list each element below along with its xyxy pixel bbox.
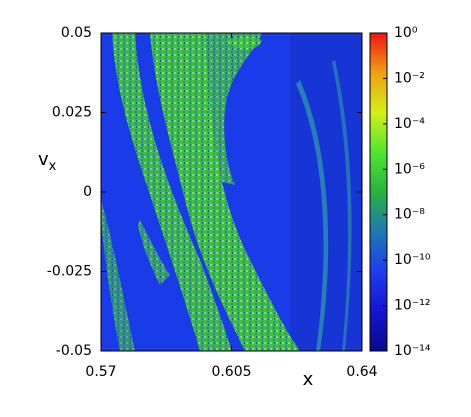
y-tick-label: 0.05 [61,25,92,41]
colorbar [369,32,388,352]
x-tick-label: 0.64 [346,364,377,380]
heatmap-image [101,33,362,351]
x-axis-label: x [303,369,314,390]
y-tick-label: -0.05 [56,343,92,359]
y-tick-label: 0.025 [52,105,92,121]
colorbar-tick-label: 10⁰ [394,25,418,41]
colorbar-tick-label: 10⁻¹⁴ [394,343,431,359]
colorbar-tick-label: 10⁻¹² [394,298,430,314]
colorbar-tick-label: 10⁻⁶ [394,161,425,177]
x-tick-label: 0.57 [85,364,116,380]
colorbar-tick-label: 10⁻² [394,70,425,86]
y-axis-label: vx [38,149,57,174]
colorbar-tick-label: 10⁻⁴ [394,116,425,132]
y-tick-label: -0.025 [47,264,92,280]
colorbar-tick-label: 10⁻⁸ [394,207,425,223]
y-tick-label: 0 [83,184,92,200]
x-tick-label: 0.605 [211,364,251,380]
colorbar-tick-label: 10⁻¹⁰ [394,252,431,268]
